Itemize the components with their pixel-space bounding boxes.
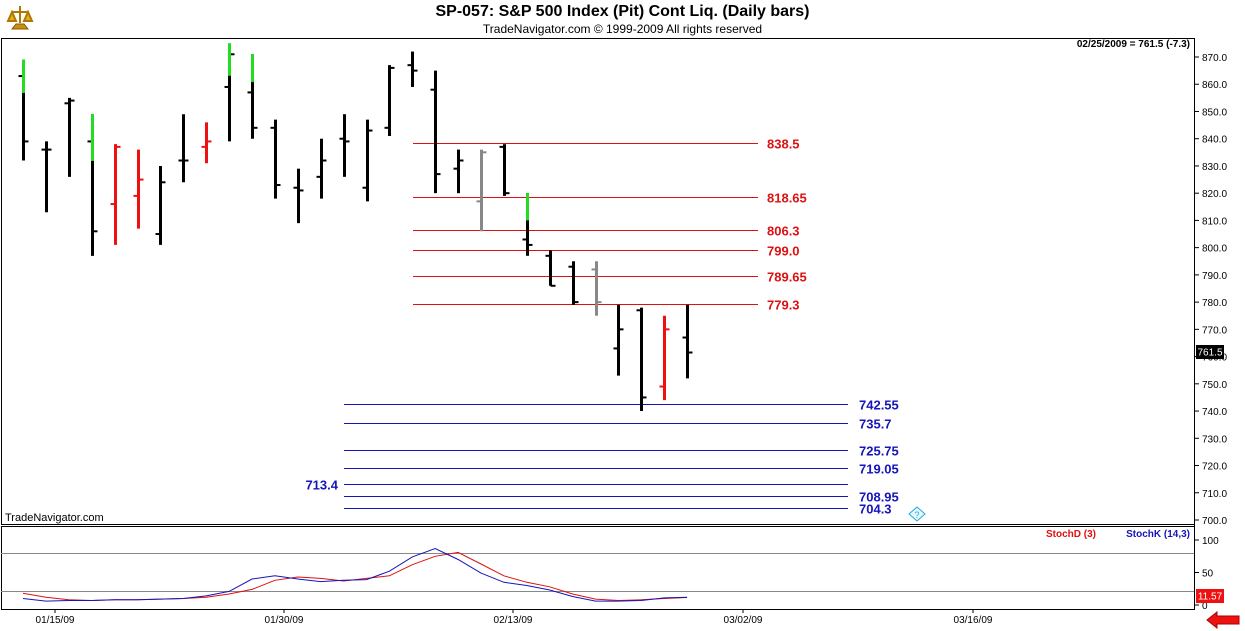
chart-subtitle: TradeNavigator.com © 1999-2009 All right… [482,22,763,36]
date-tick-label: 03/16/09 [954,615,993,626]
price-tick-label: 830.0 [1202,162,1227,173]
date-tick-label: 01/15/09 [36,615,75,626]
date-tick-label: 03/02/09 [724,615,763,626]
stochd-legend: StochD (3) [1046,529,1096,540]
price-tick-label: 740.0 [1202,407,1227,418]
price-tick-label: 810.0 [1202,216,1227,227]
level-label: 789.65 [767,270,807,285]
price-bar [362,119,373,202]
date-axis: 01/15/09 01/30/09 02/13/09 03/02/09 03/16/09 [36,609,993,626]
price-tick-label: 790.0 [1202,271,1227,282]
indicator-tick-label: 0 [1202,601,1208,612]
price-bar [316,138,327,199]
level-label: 838.5 [767,137,800,152]
price-tick-label: 710.0 [1202,489,1227,500]
svg-text:?: ? [914,510,919,520]
price-tick-label: 840.0 [1202,135,1227,146]
price-bar [453,149,464,194]
level-label: 704.3 [859,502,892,517]
stochk-legend: StochK (14,3) [1126,529,1190,540]
level-label: 725.75 [859,444,899,459]
price-bar [64,97,75,177]
price-tick-label: 850.0 [1202,107,1227,118]
help-diamond-icon[interactable]: ? [908,506,926,522]
price-bar [110,144,121,245]
back-arrow-icon[interactable] [1205,611,1241,629]
price-tick-label: 820.0 [1202,189,1227,200]
price-bar [87,114,98,256]
level-label: 806.3 [767,224,800,239]
price-bar [407,51,418,87]
price-tick-label: 770.0 [1202,325,1227,336]
price-bar [201,122,212,164]
price-bar [155,165,166,245]
stochk-line [22,547,688,602]
level-label: 708.95 [859,490,899,505]
price-tick-label: 750.0 [1202,380,1227,391]
price-bar [591,261,602,316]
price-bar [384,65,395,136]
level-label: 818.65 [767,191,807,206]
levels-layer: 838.5 818.65 806.3 799.0 789.65 779.3 742.55 73… [305,137,898,517]
price-bar [568,261,579,305]
indicator-tick-label: 100 [1202,536,1219,547]
price-bar [133,149,144,229]
level-label: 742.55 [859,398,899,413]
price-bar [293,168,304,224]
stoch-last-value: 11.57 [1198,592,1223,603]
price-axis: 870.0 860.0 850.0 840.0 830.0 820.0 810.0 800.0… [1194,53,1227,527]
price-bar [499,144,510,196]
trade-navigator-logo-icon [3,3,37,35]
price-bar [224,43,235,142]
price-bar [430,70,441,194]
last-price-box [1196,345,1224,359]
price-tick-label: 780.0 [1202,298,1227,309]
price-bar [41,141,52,213]
price-bar [613,304,624,376]
watermark-text: TradeNavigator.com [5,512,104,524]
price-tick-label: 730.0 [1202,434,1227,445]
stoch-last-box [1196,589,1224,603]
level-label: 799.0 [767,244,800,259]
level-label: 735.7 [859,417,892,432]
indicator-panel-frame [1,526,1195,610]
indicator-tick-label: 50 [1202,569,1214,580]
price-tick-label: 720.0 [1202,462,1227,473]
level-label: 779.3 [767,298,800,313]
price-tick-label: 860.0 [1202,80,1227,91]
date-tick-label: 02/13/09 [494,615,533,626]
price-tick-label: 700.0 [1202,516,1227,527]
price-bar [18,59,29,161]
price-bar [682,304,693,379]
price-bar [545,250,556,287]
stochd-line [22,551,688,602]
price-bar [247,54,258,139]
price-bar [659,315,670,401]
price-tick-label: 870.0 [1202,53,1227,64]
bars-layer [18,43,693,412]
price-bar [178,114,189,183]
quote-readout: 02/25/2009 = 761.5 (-7.3) [1077,39,1190,50]
stochastic-layer [22,547,688,602]
level-label: 719.05 [859,462,899,477]
indicator-axis: 100 50 0 [1194,536,1219,612]
price-bar [339,114,350,177]
price-bar [270,119,281,199]
last-price-label: 761.5 [1197,348,1222,359]
chart-title: SP-057: S&P 500 Index (Pit) Cont Liq. (D… [435,3,810,20]
price-tick-label: 800.0 [1202,244,1227,255]
date-tick-label: 01/30/09 [265,615,304,626]
price-bar [636,307,647,412]
price-bar [476,149,487,232]
level-label: 713.4 [305,478,338,493]
price-bar [522,193,533,256]
